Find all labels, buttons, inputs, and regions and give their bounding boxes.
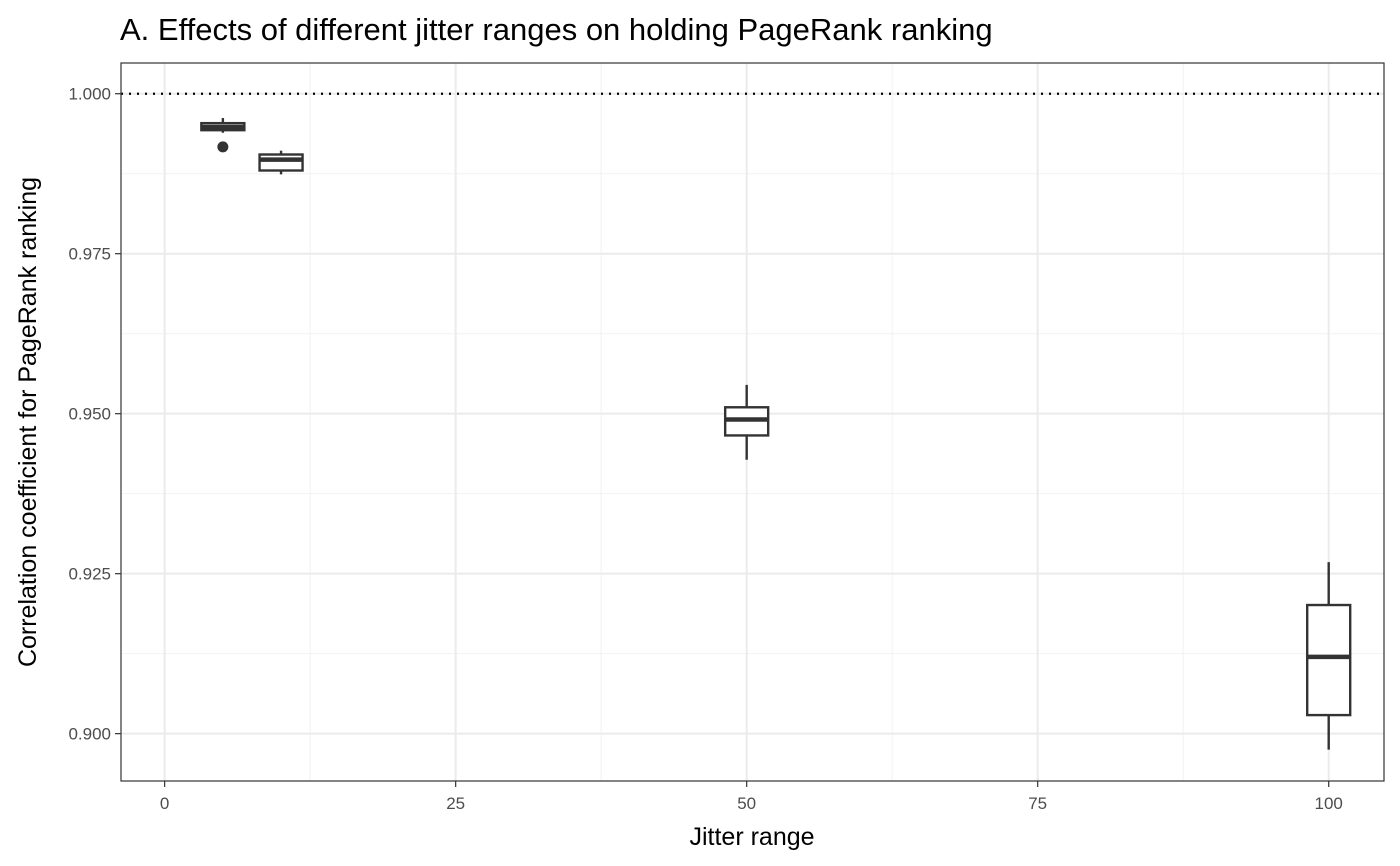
y-tick-label: 1.000 (68, 85, 111, 104)
y-tick-label: 0.975 (68, 245, 111, 264)
x-tick-label: 25 (446, 794, 465, 813)
y-tick-label: 0.900 (68, 725, 111, 744)
x-axis-title: Jitter range (689, 823, 814, 851)
box-iqr (1306, 603, 1352, 717)
chart-title: A. Effects of different jitter ranges on… (120, 12, 993, 47)
x-tick-label: 50 (737, 794, 756, 813)
boxplots (200, 118, 1352, 750)
boxplot-10 (258, 150, 304, 175)
x-tick-label: 75 (1028, 794, 1047, 813)
y-tick-label: 0.950 (68, 405, 111, 424)
axes: 0 25 50 75 100 0.900 0.925 0.950 0.975 1.000 (68, 85, 1342, 813)
boxplot-50 (723, 384, 770, 460)
box-iqr (258, 153, 304, 172)
y-tick-label: 0.925 (68, 565, 111, 584)
outlier-point (217, 141, 229, 153)
x-tick-label: 0 (160, 794, 169, 813)
boxplot-5 (200, 118, 246, 153)
panel-border (120, 62, 1385, 782)
x-tick-label: 100 (1315, 794, 1343, 813)
y-axis-title: Correlation coefficient for PageRank ran… (14, 177, 42, 667)
boxplot-100 (1306, 562, 1352, 750)
